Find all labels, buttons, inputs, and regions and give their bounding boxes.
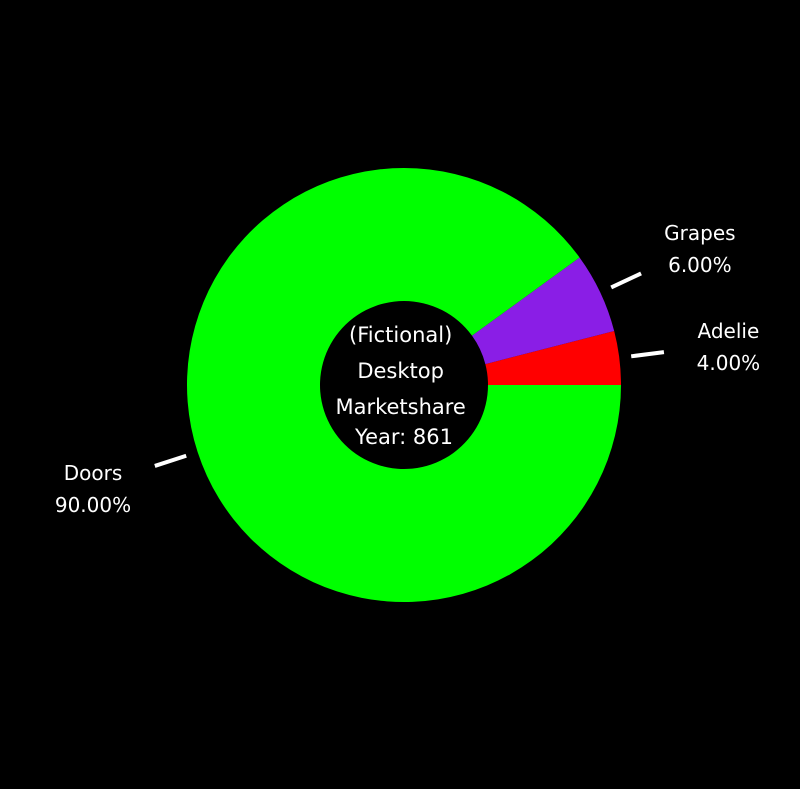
slice-label-doors: Doors 90.00%: [55, 461, 131, 517]
center-title-line-4: Year: 861: [354, 425, 453, 449]
chart-center-title: (Fictional) Desktop Marketshare Year: 86…: [335, 323, 472, 449]
slice-label-adelie: Adelie 4.00%: [697, 319, 761, 375]
slice-grapes: [471, 257, 615, 365]
leader-line-adelie: [630, 350, 665, 359]
slice-value-grapes: 6.00%: [668, 253, 732, 277]
slice-doors: [186, 167, 621, 602]
leader-line-grapes: [610, 271, 642, 290]
slice-value-doors: 90.00%: [55, 493, 131, 517]
slice-label-grapes: Grapes 6.00%: [664, 221, 735, 277]
slice-value-adelie: 4.00%: [697, 351, 761, 375]
leader-line-doors: [154, 453, 187, 468]
slice-name-adelie: Adelie: [698, 319, 760, 343]
center-title-line-3: Marketshare: [335, 395, 465, 419]
slices-group: [186, 167, 621, 602]
center-title-line-2: Desktop: [357, 359, 444, 383]
center-title-line-1: (Fictional): [349, 323, 452, 347]
leader-lines-group: [154, 271, 665, 468]
slice-name-doors: Doors: [64, 461, 123, 485]
slice-labels-group: Adelie 4.00% Grapes 6.00% Doors 90.00%: [55, 221, 760, 517]
slice-name-grapes: Grapes: [664, 221, 735, 245]
slice-adelie: [485, 331, 621, 385]
